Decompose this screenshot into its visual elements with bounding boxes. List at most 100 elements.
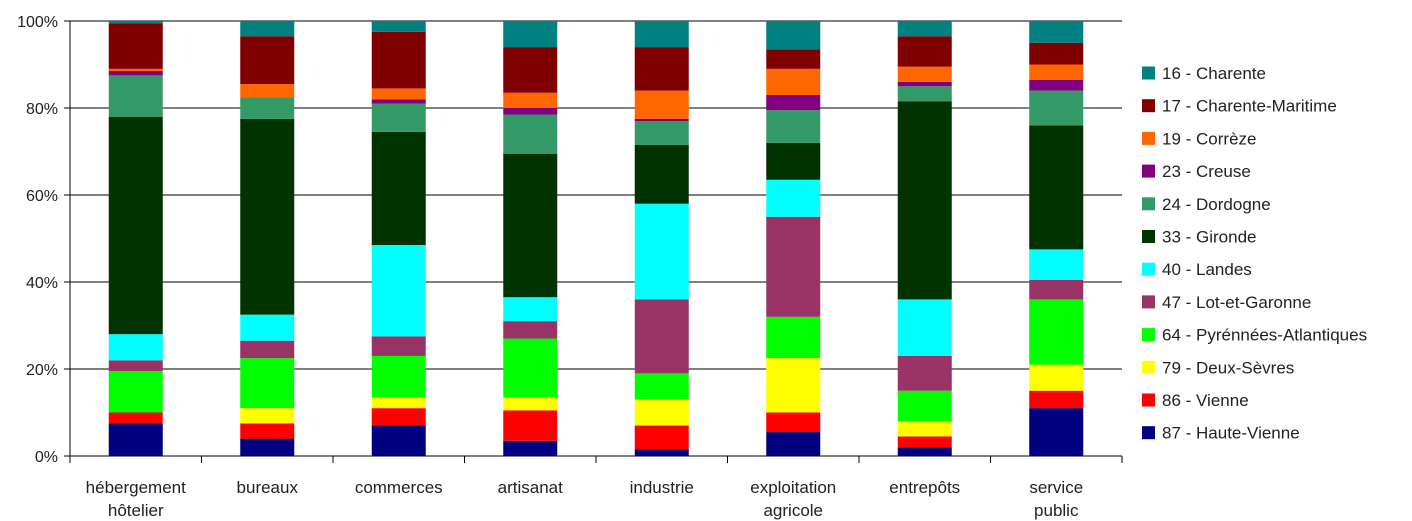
bar-segment [108,21,163,24]
legend-item: 23 - Creuse [1142,162,1251,181]
bar-segment [108,23,163,69]
bar-segment [1029,299,1084,365]
bar-segment [503,410,558,441]
bar-segment [1029,90,1084,126]
bar-segment [634,425,689,450]
legend-swatch [1142,426,1155,440]
bar-segment [240,408,295,424]
x-tick-label: exploitation agricole [750,478,836,520]
bar-segment [503,153,558,298]
bar-segment [897,421,952,437]
bar-segment [503,114,558,154]
bar-segment [1029,125,1084,250]
bar-segment [634,299,689,374]
legend-swatch [1142,197,1155,211]
bar-segment [1029,21,1084,43]
bar-segment [766,412,821,433]
bar-segment [503,108,558,115]
x-tick-label-line: artisanat [498,478,563,497]
x-tick-label-line: public [1034,501,1079,520]
bar-segment [240,36,295,85]
legend-label: 47 - Lot-et-Garonne [1162,293,1311,312]
bar-segment [897,355,952,391]
bar-segment [371,397,426,409]
legend-swatch [1142,328,1155,342]
legend-swatch [1142,99,1155,113]
bar-segment [766,49,821,69]
bar-segment [766,110,821,143]
x-axis-labels: hébergement hôtelier bureaux commerces artis… [86,478,1084,520]
x-tick-label-line: hébergement [86,478,186,497]
bar-segment [897,390,952,422]
bar-segment [1029,64,1084,80]
bar-segment [766,142,821,180]
bar-segment [240,84,295,98]
legend-label: 64 - Pyrénnées-Atlantiques [1162,326,1367,345]
legend-label: 33 - Gironde [1162,228,1257,247]
bar-segment [897,447,952,456]
x-tick-label: commerces [355,478,443,497]
bar-segment [503,297,558,322]
legend-label: 17 - Charente-Maritime [1162,97,1337,116]
bar-segment [108,71,163,76]
bar-segment [371,31,426,89]
bar-segment [1029,390,1084,409]
legend-item: 87 - Haute-Vienne [1142,424,1300,443]
bar-segment [897,101,952,300]
bar-segment [503,21,558,48]
bar-segment [634,203,689,300]
bar-segment [371,408,426,426]
x-tick-label: hébergement hôtelier [86,478,186,520]
bar-segment [240,423,295,439]
bar-segment [897,21,952,37]
bar-segment [371,425,426,456]
bar-segment [108,423,163,456]
bar-segment [634,21,689,48]
bar-segment [766,432,821,456]
x-tick-label-line: industrie [630,478,694,497]
bar-segment [634,373,689,400]
bar-segment [240,340,295,359]
bar-segment [1029,408,1084,456]
legend-item: 17 - Charente-Maritime [1142,97,1337,116]
bar-segment [766,316,821,359]
bar-segment [766,358,821,413]
x-tick-label-line: bureaux [237,478,299,497]
bar-segment [634,449,689,456]
legend-label: 19 - Corrèze [1162,129,1256,148]
bar-segment [108,371,163,413]
bar-segment [240,21,295,37]
gridlines [70,20,1122,370]
legend-swatch [1142,230,1155,243]
legend-label: 16 - Charente [1162,64,1266,83]
bar-segment [503,321,558,339]
legend-label: 87 - Haute-Vienne [1162,424,1300,443]
bar-segment [766,68,821,95]
bar-segment [897,36,952,67]
bar-segment [766,21,821,50]
x-tick-label-line: service [1029,478,1083,497]
bar-segment [371,88,426,100]
legend-item: 24 - Dordogne [1142,195,1271,214]
bar-segment [371,131,426,246]
y-tick-label: 80% [26,101,58,118]
legend-item: 64 - Pyrénnées-Atlantiques [1142,326,1367,345]
x-tick-label-line: agricole [763,501,823,520]
legend: 16 - Charente 17 - Charente-Maritime 19 - … [1142,64,1367,443]
axes [69,21,1123,463]
bar-segment [240,97,295,119]
legend-item: 79 - Deux-Sèvres [1142,358,1294,377]
y-tick-label: 20% [26,362,58,379]
x-tick-label: industrie [630,478,694,497]
bar-segment [634,399,689,426]
x-tick-label: entrepôts [889,478,960,497]
legend-swatch [1142,393,1155,407]
y-tick-label: 100% [17,14,58,31]
legend-item: 19 - Corrèze [1142,129,1256,148]
bar-segment [371,103,426,132]
bar-segment [108,116,163,335]
bar-segment [634,90,689,119]
bar-segment [766,216,821,317]
bar-segment [503,440,558,456]
